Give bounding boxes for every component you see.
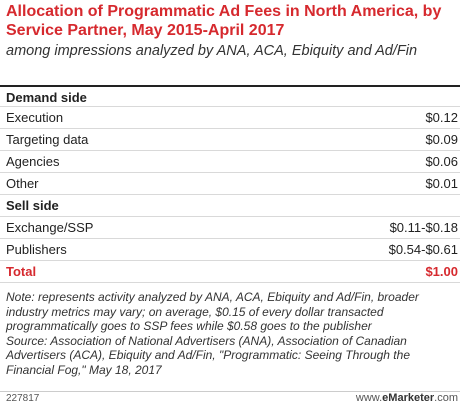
chart-id: 227817 — [6, 393, 40, 404]
row-value: $0.54-$0.61 — [388, 242, 458, 257]
table-row: Agencies $0.06 — [0, 151, 460, 173]
row-value: $0.01 — [425, 176, 458, 191]
row-label: Execution — [6, 110, 64, 125]
row-label: Other — [6, 176, 39, 191]
brand-prefix: www. — [355, 392, 383, 404]
table-row: Targeting data $0.09 — [0, 129, 460, 151]
section-label: Demand side — [6, 90, 87, 105]
chart-title: Allocation of Programmatic Ad Fees in No… — [6, 3, 442, 39]
total-label: Total — [6, 264, 37, 279]
row-label: Targeting data — [6, 132, 89, 147]
source-text: Source: Association of National Advertis… — [6, 333, 410, 377]
chart-subtitle: among impressions analyzed by ANA, ACA, … — [6, 43, 418, 59]
data-table: Demand side Execution $0.12 Targeting da… — [0, 85, 460, 283]
row-label: Publishers — [6, 242, 67, 257]
brand-suffix: .com — [434, 392, 458, 404]
row-value: $0.06 — [425, 154, 458, 169]
row-value: $0.11-$0.18 — [389, 220, 458, 235]
row-value: $0.09 — [425, 132, 458, 147]
section-header: Sell side — [0, 195, 460, 217]
note-text: Note: represents activity analyzed by AN… — [6, 290, 419, 333]
notes-block: Note: represents activity analyzed by AN… — [6, 290, 454, 377]
row-value: $0.12 — [425, 110, 458, 125]
row-label: Exchange/SSP — [6, 220, 94, 235]
table-row: Execution $0.12 — [0, 107, 460, 129]
row-label: Agencies — [6, 154, 60, 169]
footer-divider — [0, 391, 460, 392]
table-row: Other $0.01 — [0, 173, 460, 195]
section-label: Sell side — [6, 198, 59, 213]
total-value: $1.00 — [425, 264, 458, 279]
brand-name: eMarketer — [382, 392, 435, 404]
brand-link[interactable]: www.eMarketer.com — [356, 392, 458, 404]
table-row: Publishers $0.54-$0.61 — [0, 239, 460, 261]
table-row: Exchange/SSP $0.11-$0.18 — [0, 217, 460, 239]
total-row: Total $1.00 — [0, 261, 460, 283]
section-header: Demand side — [0, 85, 460, 107]
